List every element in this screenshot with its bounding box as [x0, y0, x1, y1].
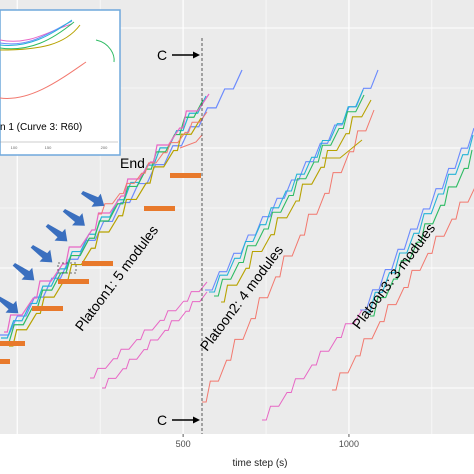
section-c-top-label: C [157, 47, 167, 63]
platoon-bar [0, 359, 10, 364]
platoon-bar [58, 279, 89, 284]
inset-curve [0, 24, 81, 51]
platoon-bar [144, 206, 175, 211]
blue-arrows [0, 191, 105, 314]
x-tick-label: 500 [176, 439, 191, 449]
trajectory-line [214, 94, 365, 297]
arrowhead [193, 416, 200, 424]
inset-tick-label: 100 [11, 145, 18, 150]
inset-curve [0, 19, 73, 46]
inset-panel: n 1 (Curve 3: R60) 100 150 200 [0, 9, 121, 156]
trajectory-line [365, 134, 474, 313]
blue-arrow [45, 224, 68, 242]
inset-curve [0, 23, 73, 42]
x-axis: 500 1000 [176, 434, 359, 449]
trajectory-line [370, 149, 473, 317]
blue-arrow [62, 209, 85, 226]
blue-arrow [30, 245, 53, 263]
inset-frame [0, 9, 121, 156]
trajectory-line [332, 188, 474, 391]
blue-arrow [80, 191, 105, 207]
trajectory-line [360, 127, 474, 311]
inset-tick-label: 200 [101, 145, 108, 150]
trajectory-line [102, 291, 208, 389]
zoom-box [57, 262, 77, 274]
trajectory-line [4, 93, 210, 333]
trajectory-line [262, 309, 363, 421]
trajectory-line [98, 111, 208, 215]
inset-curve [0, 61, 87, 99]
section-c-bottom-label: C [157, 412, 167, 428]
trajectory-line [209, 89, 364, 293]
blue-arrow [0, 296, 19, 314]
x-axis-title: time step (s) [232, 458, 287, 469]
trajectory-line [179, 134, 203, 149]
end-label: End [120, 155, 145, 171]
trajectory-line [202, 109, 375, 403]
platoon-bar [82, 261, 113, 266]
platoon-bars [0, 173, 201, 364]
arrowhead [193, 51, 200, 59]
x-tick-label: 1000 [339, 439, 359, 449]
trajectory-line [90, 281, 208, 379]
trajectory-line [221, 99, 372, 303]
trajectory-line [322, 139, 363, 159]
inset-curve [0, 21, 75, 50]
inset-tick-label: 150 [45, 145, 52, 150]
inset-caption: n 1 (Curve 3: R60) [0, 122, 82, 133]
platoon-bar [0, 341, 25, 346]
platoon-bar [32, 306, 63, 311]
trajectory-line [9, 117, 202, 347]
platoon-bar [170, 173, 201, 178]
blue-arrow [12, 263, 35, 281]
inset-curve [95, 39, 115, 63]
